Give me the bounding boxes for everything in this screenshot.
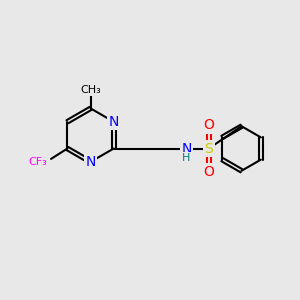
Text: H: H xyxy=(182,153,191,163)
Text: N: N xyxy=(85,155,96,169)
Text: CF₃: CF₃ xyxy=(28,157,47,167)
Text: N: N xyxy=(109,115,119,129)
Text: S: S xyxy=(205,142,213,155)
Text: N: N xyxy=(182,142,192,155)
Text: O: O xyxy=(203,118,214,132)
Text: CH₃: CH₃ xyxy=(80,85,101,95)
Text: O: O xyxy=(203,165,214,179)
